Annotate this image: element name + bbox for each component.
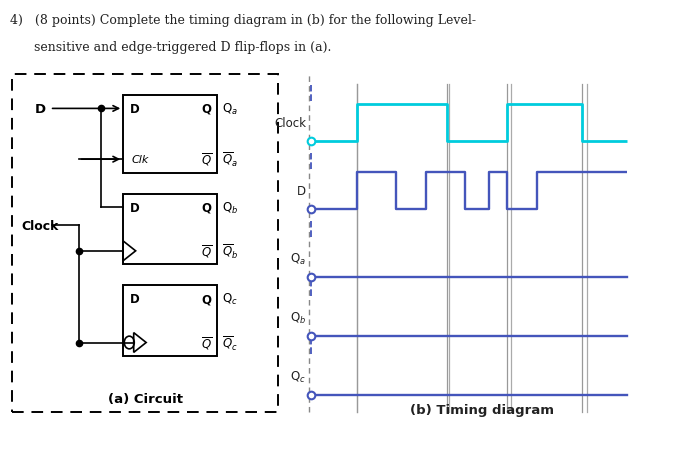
- Text: Q: Q: [201, 293, 212, 306]
- Text: Clk: Clk: [131, 155, 149, 165]
- Text: Q$_b$: Q$_b$: [290, 310, 306, 325]
- Text: D: D: [129, 293, 139, 306]
- Text: Q: Q: [201, 103, 212, 115]
- Text: Q: Q: [201, 201, 212, 214]
- Text: D: D: [129, 103, 139, 115]
- Text: D: D: [34, 103, 45, 115]
- Text: (b) Timing diagram: (b) Timing diagram: [410, 403, 554, 416]
- Text: $\overline{Q}$: $\overline{Q}$: [201, 152, 212, 168]
- Text: Q$_c$: Q$_c$: [290, 369, 306, 384]
- Bar: [123, 194, 218, 265]
- Text: D: D: [129, 201, 139, 214]
- Text: 4)   (8 points) Complete the timing diagram in (b) for the following Level-: 4) (8 points) Complete the timing diagra…: [10, 14, 476, 27]
- Text: $\overline{Q}_a$: $\overline{Q}_a$: [222, 151, 237, 169]
- Text: (a) Circuit: (a) Circuit: [108, 392, 183, 405]
- Text: $\overline{Q}$: $\overline{Q}$: [201, 243, 212, 259]
- Bar: [123, 286, 218, 356]
- Text: Q$_b$: Q$_b$: [222, 200, 238, 215]
- Text: $\overline{Q}_c$: $\overline{Q}_c$: [222, 334, 237, 352]
- Text: Q$_a$: Q$_a$: [290, 252, 306, 267]
- Text: Clock: Clock: [274, 117, 306, 130]
- Text: $\overline{Q}$: $\overline{Q}$: [201, 335, 212, 351]
- Text: Clock: Clock: [22, 220, 59, 232]
- Text: D: D: [297, 184, 306, 198]
- Bar: [123, 96, 218, 173]
- Text: Q$_a$: Q$_a$: [222, 101, 237, 117]
- Text: $\overline{Q}_b$: $\overline{Q}_b$: [222, 242, 238, 260]
- Text: sensitive and edge-triggered D flip-flops in (a).: sensitive and edge-triggered D flip-flop…: [10, 41, 331, 54]
- Text: Q$_c$: Q$_c$: [222, 292, 237, 307]
